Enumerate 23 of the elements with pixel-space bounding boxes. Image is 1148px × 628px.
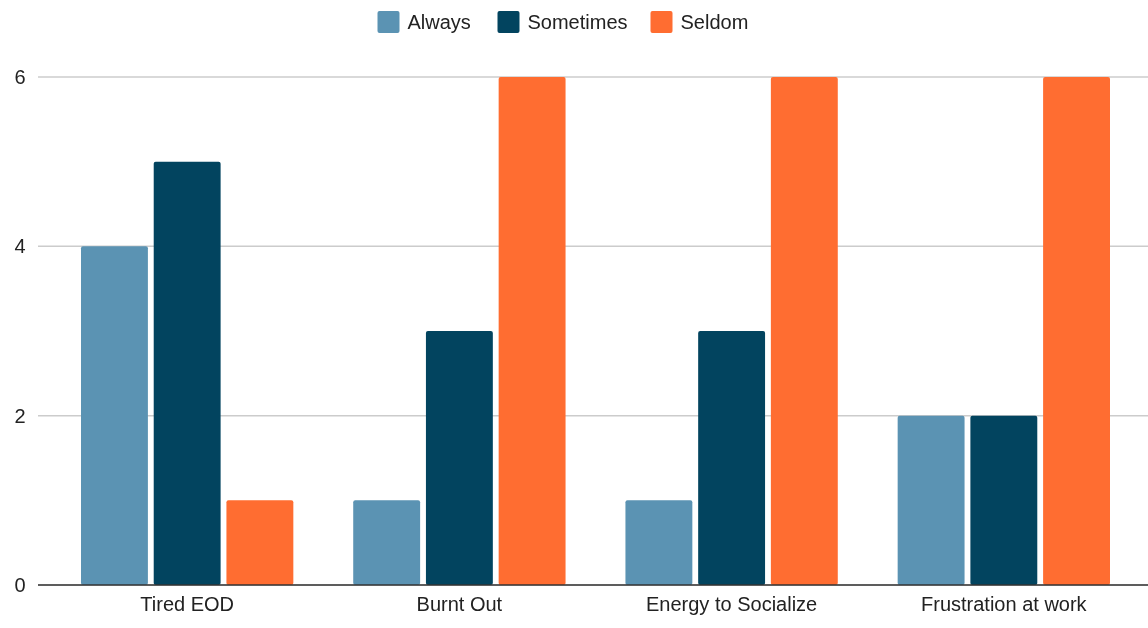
legend-label: Sometimes [527, 11, 628, 33]
legend-label: Seldom [680, 11, 749, 33]
bar [153, 161, 221, 585]
legend-label: Always [407, 11, 471, 33]
bar [498, 77, 566, 585]
x-tick-label: Energy to Socialize [646, 593, 818, 615]
bar [970, 415, 1038, 585]
y-tick-label: 6 [14, 66, 26, 88]
bar [897, 415, 965, 585]
bar [770, 77, 838, 585]
y-tick-label: 0 [14, 574, 26, 596]
x-tick-label: Burnt Out [416, 593, 503, 615]
bar [226, 500, 294, 585]
x-tick-label: Frustration at work [921, 593, 1088, 615]
bar [625, 500, 693, 585]
bar [425, 331, 493, 585]
x-tick-label: Tired EOD [140, 593, 235, 615]
y-tick-label: 4 [14, 235, 26, 258]
bar [81, 246, 148, 585]
y-tick-label: 2 [14, 404, 26, 427]
bar [1043, 77, 1110, 585]
bar [698, 331, 766, 585]
bar [353, 500, 421, 585]
